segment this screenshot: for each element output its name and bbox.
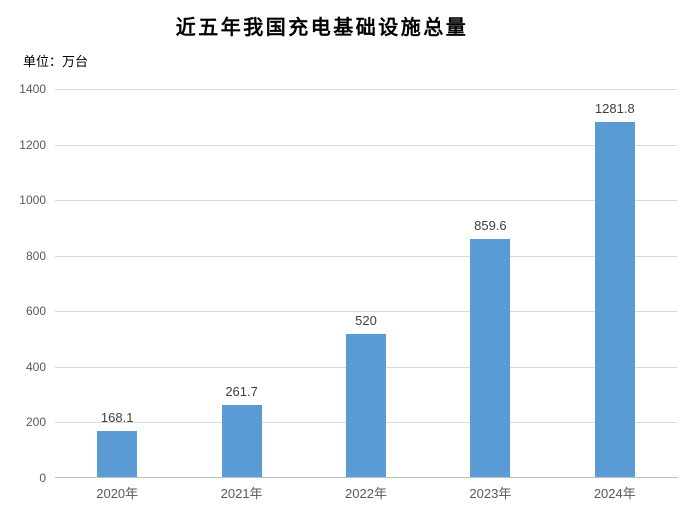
x-tick-label: 2023年 xyxy=(469,486,512,501)
bar-value-label: 168.1 xyxy=(100,410,134,426)
y-tick-label: 400 xyxy=(25,359,46,374)
bar xyxy=(346,333,386,478)
unit-label: 单位：万台 xyxy=(23,54,89,69)
gridline xyxy=(55,144,677,146)
bar xyxy=(470,239,511,478)
bar xyxy=(594,121,635,478)
gridline xyxy=(55,89,677,90)
x-axis-line xyxy=(55,477,678,478)
y-tick-label: 0 xyxy=(39,471,46,485)
plot-area xyxy=(55,89,677,478)
y-tick-label: 1200 xyxy=(19,137,46,152)
gridline xyxy=(55,311,677,313)
chart-title: 近五年我国充电基础设施总量 xyxy=(175,17,469,39)
y-tick-label: 1400 xyxy=(19,82,46,96)
gridline xyxy=(55,255,677,257)
bar xyxy=(97,431,138,478)
y-tick-label: 200 xyxy=(25,415,46,430)
bar-value-label: 261.7 xyxy=(225,384,258,400)
y-tick-label: 600 xyxy=(25,304,46,319)
bar-value-label: 520 xyxy=(355,312,377,328)
x-tick-label: 2020年 xyxy=(96,486,139,501)
bar xyxy=(221,405,262,478)
bar-value-label: 859.6 xyxy=(474,218,507,234)
y-tick-label: 800 xyxy=(25,248,46,263)
x-tick-label: 2022年 xyxy=(345,486,387,501)
gridline xyxy=(55,200,677,202)
x-tick-label: 2024年 xyxy=(593,486,636,501)
x-tick-label: 2021年 xyxy=(220,486,263,501)
y-tick-label: 1000 xyxy=(19,193,46,208)
bar-value-label: 1281.8 xyxy=(594,100,635,116)
